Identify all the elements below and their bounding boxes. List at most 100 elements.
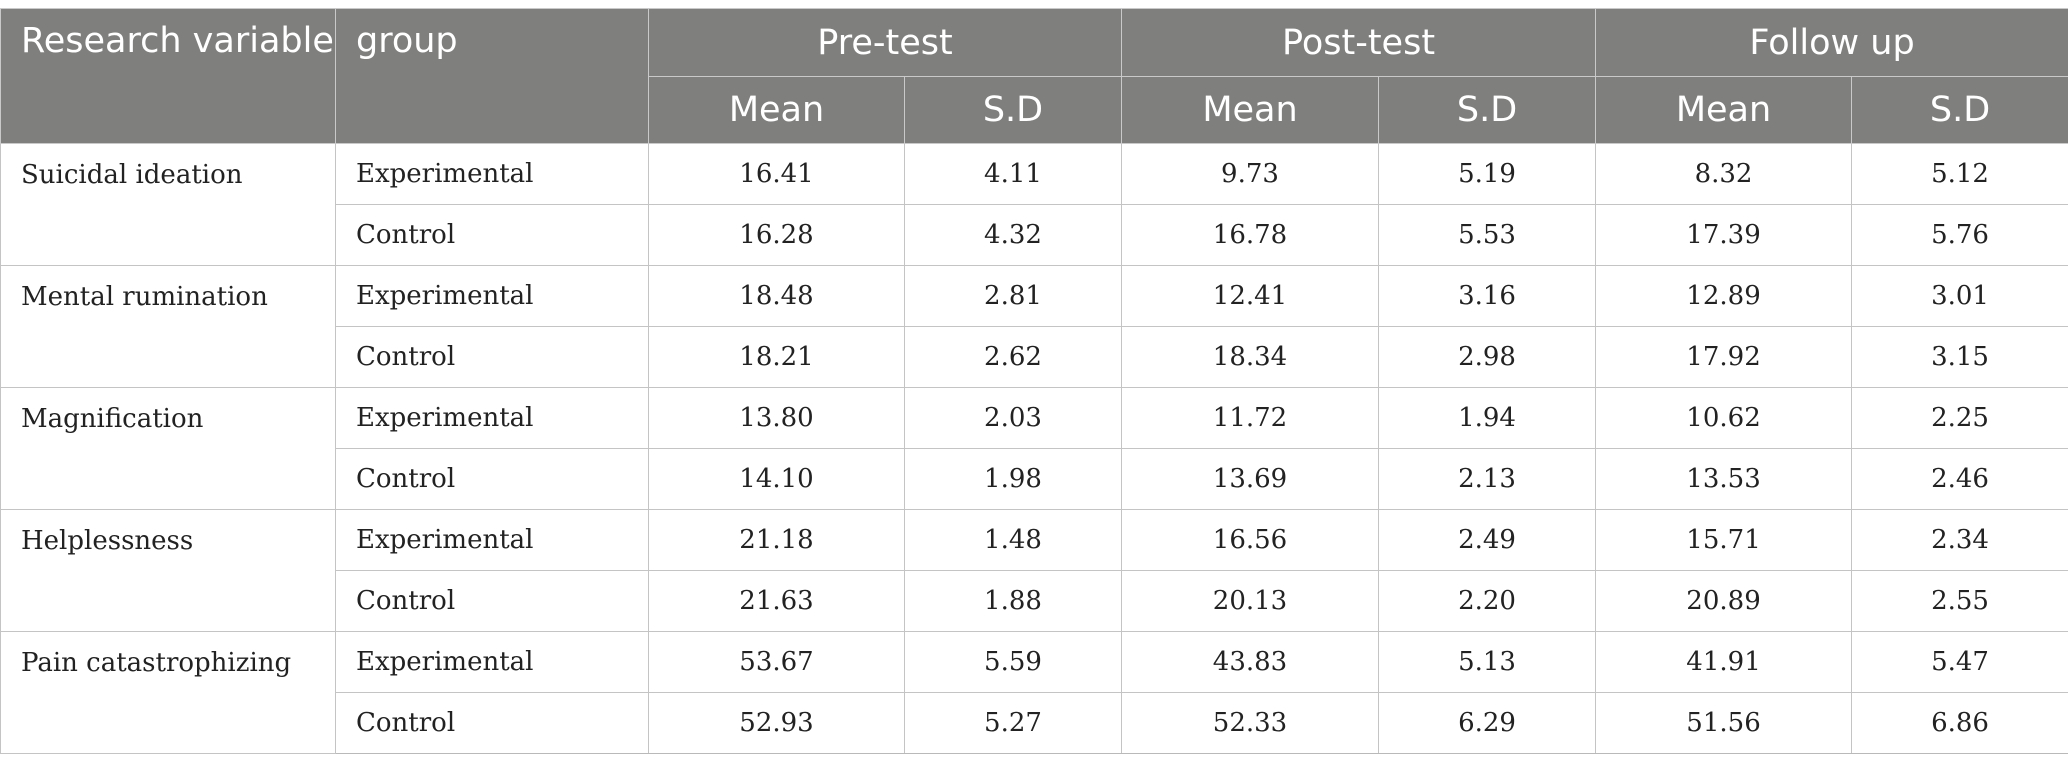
value-cell: 3.16 bbox=[1377, 265, 1597, 327]
value-cell: 2.98 bbox=[1377, 326, 1597, 388]
value-cell: 5.27 bbox=[904, 692, 1122, 754]
value-cell: 20.13 bbox=[1121, 570, 1379, 632]
results-table-container: Research variable group Pre-test Post-te… bbox=[0, 8, 2068, 754]
value-cell: 2.25 bbox=[1851, 387, 2068, 449]
group-cell: Experimental bbox=[335, 265, 649, 327]
value-cell: 13.53 bbox=[1595, 448, 1853, 510]
variable-cell: Magnification bbox=[0, 387, 336, 510]
value-cell: 12.41 bbox=[1121, 265, 1379, 327]
value-cell: 1.98 bbox=[904, 448, 1122, 510]
value-cell: 21.63 bbox=[648, 570, 905, 632]
value-cell: 12.89 bbox=[1595, 265, 1853, 327]
value-cell: 13.80 bbox=[648, 387, 905, 449]
variable-cell: Pain catastrophizing bbox=[0, 631, 336, 754]
value-cell: 14.10 bbox=[648, 448, 905, 510]
variable-cell: Suicidal ideation bbox=[0, 143, 336, 266]
header-follow-sd: S.D bbox=[1851, 76, 2068, 144]
value-cell: 18.48 bbox=[648, 265, 905, 327]
value-cell: 2.20 bbox=[1377, 570, 1597, 632]
table-row: Magnification Experimental 13.80 2.03 11… bbox=[0, 387, 2068, 510]
value-cell: 3.01 bbox=[1851, 265, 2068, 327]
value-cell: 2.46 bbox=[1851, 448, 2068, 510]
value-cell: 5.47 bbox=[1851, 631, 2068, 693]
value-cell: 11.72 bbox=[1121, 387, 1379, 449]
table-row: Helplessness Experimental 21.18 1.48 16.… bbox=[0, 509, 2068, 632]
value-cell: 41.91 bbox=[1595, 631, 1853, 693]
value-cell: 3.15 bbox=[1851, 326, 2068, 388]
value-cell: 52.33 bbox=[1121, 692, 1379, 754]
value-cell: 9.73 bbox=[1121, 143, 1379, 205]
group-cell: Control bbox=[335, 448, 649, 510]
value-cell: 15.71 bbox=[1595, 509, 1853, 571]
value-cell: 5.19 bbox=[1377, 143, 1597, 205]
value-cell: 2.62 bbox=[904, 326, 1122, 388]
table-row: Pain catastrophizing Experimental 53.67 … bbox=[0, 631, 2068, 754]
value-cell: 5.76 bbox=[1851, 204, 2068, 266]
value-cell: 4.32 bbox=[904, 204, 1122, 266]
table-body: Suicidal ideation Experimental 16.41 4.1… bbox=[0, 143, 2068, 754]
value-cell: 2.81 bbox=[904, 265, 1122, 327]
table-row: Mental rumination Experimental 18.48 2.8… bbox=[0, 265, 2068, 388]
value-cell: 18.21 bbox=[648, 326, 905, 388]
header-follow-up: Follow up bbox=[1595, 8, 2068, 77]
variable-cell: Helplessness bbox=[0, 509, 336, 632]
value-cell: 2.13 bbox=[1377, 448, 1597, 510]
value-cell: 5.59 bbox=[904, 631, 1122, 693]
group-cell: Experimental bbox=[335, 143, 649, 205]
value-cell: 52.93 bbox=[648, 692, 905, 754]
group-cell: Control bbox=[335, 692, 649, 754]
value-cell: 16.28 bbox=[648, 204, 905, 266]
value-cell: 1.94 bbox=[1377, 387, 1597, 449]
value-cell: 5.12 bbox=[1851, 143, 2068, 205]
value-cell: 17.39 bbox=[1595, 204, 1853, 266]
value-cell: 16.78 bbox=[1121, 204, 1379, 266]
results-table: Research variable group Pre-test Post-te… bbox=[0, 8, 2068, 754]
value-cell: 21.18 bbox=[648, 509, 905, 571]
table-row: Control 52.93 5.27 52.33 6.29 51.56 6.86 bbox=[1, 692, 2068, 754]
table-row: Control 14.10 1.98 13.69 2.13 13.53 2.46 bbox=[1, 448, 2068, 510]
value-cell: 1.48 bbox=[904, 509, 1122, 571]
value-cell: 6.86 bbox=[1851, 692, 2068, 754]
value-cell: 43.83 bbox=[1121, 631, 1379, 693]
group-cell: Experimental bbox=[335, 387, 649, 449]
value-cell: 1.88 bbox=[904, 570, 1122, 632]
header-post-test: Post-test bbox=[1120, 8, 1597, 77]
value-cell: 10.62 bbox=[1595, 387, 1853, 449]
table-row: Control 16.28 4.32 16.78 5.53 17.39 5.76 bbox=[1, 204, 2068, 266]
header-pre-sd: S.D bbox=[904, 76, 1122, 144]
value-cell: 13.69 bbox=[1121, 448, 1379, 510]
value-cell: 4.11 bbox=[904, 143, 1122, 205]
header-pre-test: Pre-test bbox=[648, 8, 1122, 77]
header-research-variable: Research variable bbox=[0, 8, 336, 144]
group-cell: Control bbox=[335, 326, 649, 388]
value-cell: 2.55 bbox=[1851, 570, 2068, 632]
value-cell: 8.32 bbox=[1595, 143, 1853, 205]
value-cell: 17.92 bbox=[1595, 326, 1853, 388]
value-cell: 2.34 bbox=[1851, 509, 2068, 571]
value-cell: 20.89 bbox=[1595, 570, 1853, 632]
value-cell: 2.49 bbox=[1377, 509, 1597, 571]
table-row: Control 18.21 2.62 18.34 2.98 17.92 3.15 bbox=[1, 326, 2068, 388]
table-header: Research variable group Pre-test Post-te… bbox=[0, 8, 2068, 144]
value-cell: 16.41 bbox=[648, 143, 905, 205]
value-cell: 18.34 bbox=[1121, 326, 1379, 388]
group-cell: Control bbox=[335, 204, 649, 266]
group-cell: Control bbox=[335, 570, 649, 632]
table-row: Suicidal ideation Experimental 16.41 4.1… bbox=[0, 143, 2068, 266]
header-row-stats: Mean S.D Mean S.D Mean S.D bbox=[1, 76, 2068, 144]
value-cell: 5.53 bbox=[1377, 204, 1597, 266]
value-cell: 6.29 bbox=[1377, 692, 1597, 754]
group-cell: Experimental bbox=[335, 631, 649, 693]
header-row-phases: Research variable group Pre-test Post-te… bbox=[0, 8, 2068, 144]
header-pre-mean: Mean bbox=[648, 76, 905, 144]
value-cell: 5.13 bbox=[1377, 631, 1597, 693]
value-cell: 51.56 bbox=[1595, 692, 1853, 754]
header-post-mean: Mean bbox=[1121, 76, 1379, 144]
value-cell: 16.56 bbox=[1121, 509, 1379, 571]
variable-cell: Mental rumination bbox=[0, 265, 336, 388]
header-group: group bbox=[335, 8, 649, 144]
value-cell: 53.67 bbox=[648, 631, 905, 693]
group-cell: Experimental bbox=[335, 509, 649, 571]
value-cell: 2.03 bbox=[904, 387, 1122, 449]
header-follow-mean: Mean bbox=[1595, 76, 1853, 144]
